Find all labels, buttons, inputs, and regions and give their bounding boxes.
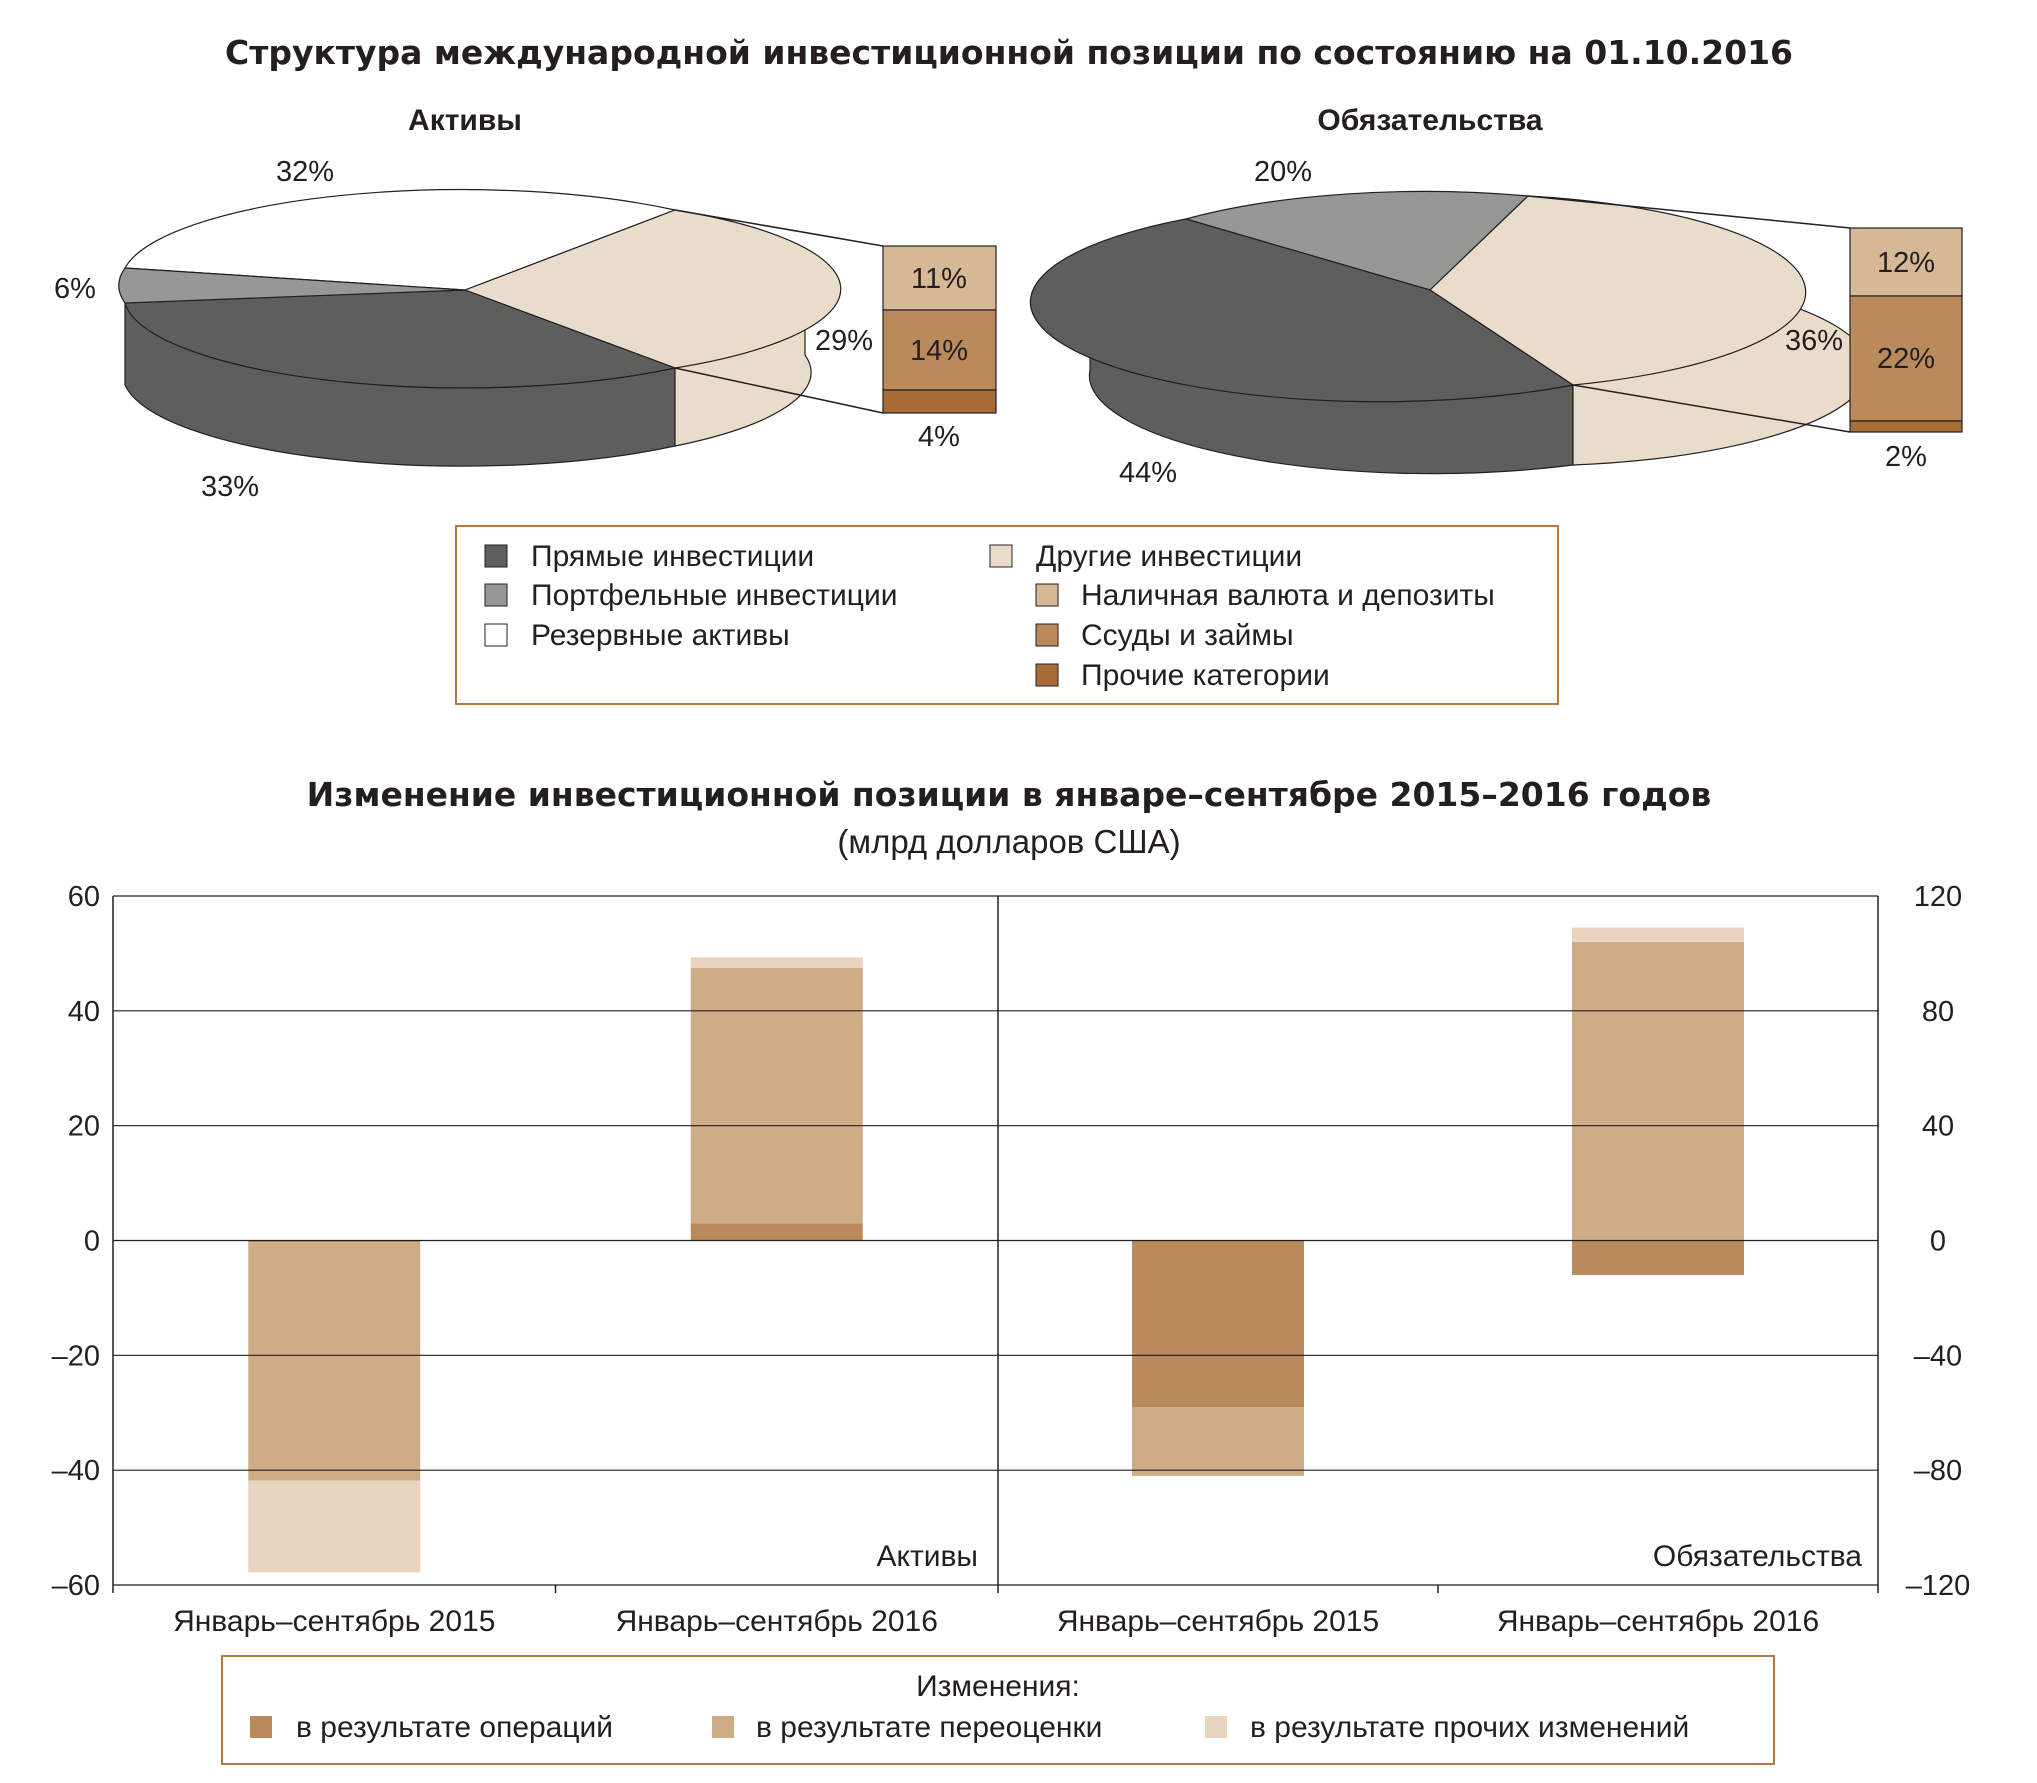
assets-pie-chart: Активы 32% 6% 29% 33% 11% 14% 4% xyxy=(54,104,997,503)
bar-segment-reval xyxy=(690,967,863,1224)
liabilities-label-other: 36% xyxy=(1785,325,1843,357)
legend-swatch-currency xyxy=(1035,583,1059,607)
legend-swatch-reserve xyxy=(484,623,508,647)
right-axis-tick-label: 0 xyxy=(1930,1226,1946,1258)
bar-segment-other xyxy=(690,957,863,968)
assets-connector-bottom xyxy=(674,367,884,414)
bar-chart-axes: 60 120 40 80 20 40 0 0 –20 –40 –40 –80 –60 –120 Январь… xyxy=(52,881,1971,1638)
bar-chart-bars xyxy=(248,927,1744,1573)
assets-breakdown-label-loans: 14% xyxy=(910,335,968,367)
liabilities-pie-slice-direct xyxy=(1029,218,1575,403)
legend-label-direct: Прямые инвестиции xyxy=(531,540,814,573)
bar-legend-label-reval: в результате переоценки xyxy=(756,1711,1102,1744)
bar-chart-subtitle: (млрд долларов США) xyxy=(837,823,1180,860)
liabilities-pie-slice-portfolio xyxy=(1183,190,1530,291)
bar-legend-label-other: в результате прочих изменений xyxy=(1250,1711,1689,1744)
left-axis-tick-label: 0 xyxy=(84,1226,100,1258)
liabilities-pie-heading: Обязательства xyxy=(1317,104,1542,137)
assets-pie-slice-direct xyxy=(124,289,678,389)
panel-label-liabilities: Обязательства xyxy=(1653,1540,1862,1573)
assets-pie-slice-portfolio xyxy=(118,267,466,304)
left-axis-tick-label: –40 xyxy=(52,1455,100,1487)
bar-segment-ops xyxy=(248,1240,421,1243)
bar-chart-title: Изменение инвестиционной позиции в январ… xyxy=(307,775,1712,814)
assets-pie-slice-reserve xyxy=(124,188,678,291)
right-axis-tick-label: –40 xyxy=(1914,1340,1962,1372)
right-axis-tick-label: 40 xyxy=(1922,1111,1954,1143)
liabilities-breakdown-currency xyxy=(1849,227,1963,297)
assets-breakdown-label-other-cat: 4% xyxy=(918,421,960,453)
bar-segment-ops xyxy=(1132,1240,1304,1408)
legend-swatch-other-cat xyxy=(1035,663,1059,687)
left-axis-tick-label: –20 xyxy=(52,1340,100,1372)
liabilities-breakdown-stack xyxy=(1849,227,1963,433)
pie-section-title: Структура международной инвестиционной п… xyxy=(225,33,1793,72)
assets-label-direct: 33% xyxy=(201,471,259,503)
legend-swatch-other xyxy=(989,544,1013,568)
bar-legend-frame xyxy=(221,1655,1775,1765)
legend-swatch-direct xyxy=(484,544,508,568)
legend-label-portfolio: Портфельные инвестиции xyxy=(531,579,897,612)
bar-legend-swatch-reval xyxy=(712,1716,734,1738)
assets-label-reserve: 32% xyxy=(276,156,334,188)
legend-label-currency: Наличная валюта и депозиты xyxy=(1081,579,1495,612)
liabilities-label-portfolio: 20% xyxy=(1254,156,1312,188)
x-category-label: Январь–сентябрь 2016 xyxy=(616,1605,938,1638)
liabilities-breakdown-label-loans: 22% xyxy=(1877,343,1935,375)
assets-pie-slice-other xyxy=(463,209,842,369)
liabilities-breakdown-label-other-cat: 2% xyxy=(1885,441,1927,473)
bar-segment-ops xyxy=(690,1223,863,1241)
panel-label-assets: Активы xyxy=(877,1540,978,1573)
left-axis-tick-label: 20 xyxy=(68,1111,100,1143)
assets-breakdown-stack xyxy=(882,245,997,414)
bar-legend-swatch-other xyxy=(1205,1716,1227,1738)
assets-label-other: 29% xyxy=(815,325,873,357)
x-category-label: Январь–сентябрь 2016 xyxy=(1497,1605,1819,1638)
liabilities-breakdown-label-currency: 12% xyxy=(1877,247,1935,279)
liabilities-label-direct: 44% xyxy=(1119,457,1177,489)
assets-connector-top xyxy=(674,209,884,247)
left-axis-tick-label: 40 xyxy=(68,996,100,1028)
liabilities-connector-bottom xyxy=(1572,384,1851,433)
bar-segment-reval xyxy=(248,1242,421,1481)
left-axis-tick-label: 60 xyxy=(68,881,100,913)
bar-chart: 60 120 40 80 20 40 0 0 –20 –40 –40 –80 –60 –120 Январь… xyxy=(52,881,1971,1638)
right-axis-tick-label: 120 xyxy=(1914,881,1962,913)
legend-label-reserve: Резервные активы xyxy=(531,619,790,652)
right-axis-tick-label: 80 xyxy=(1922,996,1954,1028)
bar-legend-label-ops: в результате операций xyxy=(296,1711,613,1744)
legend-label-loans: Ссуды и займы xyxy=(1081,619,1294,652)
liabilities-pie-chart: Обязательства 20% 36% 44% 12% 22% 2% xyxy=(1029,104,1963,489)
right-axis-tick-label: –80 xyxy=(1914,1455,1962,1487)
legend-label-other: Другие инвестиции xyxy=(1036,540,1302,573)
bar-segment-ops xyxy=(1572,1240,1744,1275)
bar-segment-reval xyxy=(1572,941,1744,1241)
assets-breakdown-label-currency: 11% xyxy=(911,263,967,295)
right-axis-tick-label: –120 xyxy=(1906,1570,1971,1602)
bar-segment-reval xyxy=(1132,1407,1304,1476)
bar-segment-other xyxy=(248,1480,421,1573)
liabilities-breakdown-loans xyxy=(1849,295,1963,422)
liabilities-connector-top xyxy=(1527,195,1851,229)
bar-legend-swatch-ops xyxy=(250,1716,272,1738)
liabilities-pie-slice-other xyxy=(1429,195,1807,386)
bar-legend-title: Изменения: xyxy=(916,1670,1080,1703)
assets-pie-heading: Активы xyxy=(408,104,522,137)
legend-swatch-loans xyxy=(1035,623,1059,647)
assets-breakdown-currency xyxy=(882,245,997,311)
bar-segment-other xyxy=(1572,927,1744,942)
x-category-label: Январь–сентябрь 2015 xyxy=(1057,1605,1379,1638)
legend-swatch-portfolio xyxy=(484,583,508,607)
x-category-label: Январь–сентябрь 2015 xyxy=(173,1605,495,1638)
pie-legend: Прямые инвестиции Портфельные инвестиции… xyxy=(455,525,1559,705)
assets-label-portfolio: 6% xyxy=(54,273,96,305)
assets-breakdown-other-cat xyxy=(882,389,997,414)
left-axis-tick-label: –60 xyxy=(52,1570,100,1602)
bar-legend: Изменения: в результате операций в резул… xyxy=(221,1655,1775,1765)
legend-label-other-cat: Прочие категории xyxy=(1081,659,1330,692)
liabilities-breakdown-other-cat xyxy=(1849,420,1963,433)
